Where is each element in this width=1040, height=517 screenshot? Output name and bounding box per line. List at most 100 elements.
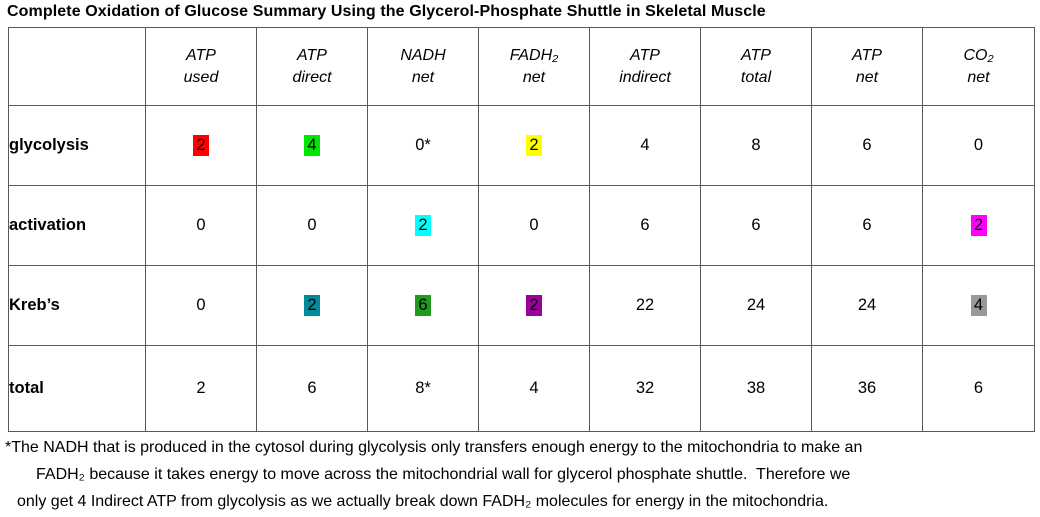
highlighted-value: 4 bbox=[304, 135, 320, 156]
highlighted-value: 2 bbox=[304, 295, 320, 316]
cell-value: 6 bbox=[973, 379, 984, 397]
header-line: NADH bbox=[400, 46, 446, 64]
cell-krebs-nadh-net: 6 bbox=[367, 265, 479, 346]
cell-value: 36 bbox=[857, 379, 877, 397]
highlighted-value: 4 bbox=[970, 295, 987, 316]
cell-value: 22 bbox=[635, 296, 655, 314]
footnote-line-2: FADH₂ because it takes energy to move ac… bbox=[36, 466, 851, 483]
header-line: ATP bbox=[630, 46, 660, 64]
header-line: ATP bbox=[297, 46, 327, 64]
cell-value: 24 bbox=[857, 296, 877, 314]
cell-glycolysis-nadh-net: 0* bbox=[367, 105, 479, 186]
cell-total-atp-indirect: 32 bbox=[589, 345, 701, 432]
cell-krebs-atp-direct: 2 bbox=[256, 265, 368, 346]
row-label-total: total bbox=[8, 345, 146, 432]
header-line: net bbox=[855, 68, 879, 86]
cell-value: 24 bbox=[746, 296, 766, 314]
row-label-activation: activation bbox=[8, 185, 146, 266]
header-line: FADH₂ bbox=[509, 46, 559, 64]
highlighted-value: 2 bbox=[193, 135, 209, 156]
cell-activation-atp-net: 6 bbox=[811, 185, 923, 266]
glucose-oxidation-summary-table: ATP used ATP direct NADH net FADH₂ net A… bbox=[8, 27, 1035, 432]
cell-total-nadh-net: 8* bbox=[367, 345, 479, 432]
header-line: net bbox=[967, 68, 990, 86]
cell-total-atp-total: 38 bbox=[700, 345, 812, 432]
cell-value: 6 bbox=[751, 216, 761, 234]
cell-activation-nadh-net: 2 bbox=[367, 185, 479, 266]
row-label-glycolysis: glycolysis bbox=[8, 105, 146, 186]
cell-glycolysis-atp-total: 8 bbox=[700, 105, 812, 186]
cell-glycolysis-atp-direct: 4 bbox=[256, 105, 368, 186]
column-header-atp-indirect: ATP indirect bbox=[589, 27, 701, 106]
cell-krebs-atp-net: 24 bbox=[811, 265, 923, 346]
document-title: Complete Oxidation of Glucose Summary Us… bbox=[7, 3, 766, 20]
column-header-atp-direct: ATP direct bbox=[256, 27, 368, 106]
column-header-atp-used: ATP used bbox=[145, 27, 257, 106]
cell-value: 0 bbox=[196, 296, 206, 314]
cell-value: 0 bbox=[529, 216, 539, 234]
cell-value: 2 bbox=[196, 379, 206, 397]
table-row-total: total 2 6 8* 4 32 38 36 6 bbox=[8, 345, 1035, 432]
highlighted-value: 6 bbox=[415, 295, 431, 316]
cell-krebs-atp-total: 24 bbox=[700, 265, 812, 346]
header-line: net bbox=[522, 68, 546, 86]
cell-activation-atp-used: 0 bbox=[145, 185, 257, 266]
column-header-co2-net: CO₂ net bbox=[922, 27, 1035, 106]
header-line: ATP bbox=[852, 46, 882, 64]
cell-total-atp-net: 36 bbox=[811, 345, 923, 432]
table-row-krebs: Kreb’s 0 2 6 2 22 24 24 4 bbox=[8, 265, 1035, 346]
header-line: used bbox=[183, 68, 219, 86]
cell-value: 32 bbox=[635, 379, 655, 397]
column-header-atp-net: ATP net bbox=[811, 27, 923, 106]
header-line: ATP bbox=[741, 46, 771, 64]
header-line: total bbox=[740, 68, 772, 86]
cell-value: 6 bbox=[307, 379, 317, 397]
highlighted-value: 2 bbox=[970, 215, 987, 236]
header-line: indirect bbox=[619, 68, 671, 86]
cell-value: 6 bbox=[862, 216, 872, 234]
cell-glycolysis-fadh2-net: 2 bbox=[478, 105, 590, 186]
cell-krebs-atp-indirect: 22 bbox=[589, 265, 701, 346]
cell-glycolysis-co2-net: 0 bbox=[922, 105, 1035, 186]
cell-value: 0 bbox=[973, 136, 984, 154]
cell-krebs-atp-used: 0 bbox=[145, 265, 257, 346]
highlighted-value: 2 bbox=[415, 215, 431, 236]
cell-activation-atp-total: 6 bbox=[700, 185, 812, 266]
cell-value: 8 bbox=[751, 136, 761, 154]
column-header-nadh-net: NADH net bbox=[367, 27, 479, 106]
cell-value: 8* bbox=[415, 379, 431, 397]
footnote-line-1: *The NADH that is produced in the cytoso… bbox=[5, 439, 863, 456]
cell-value: 4 bbox=[640, 136, 650, 154]
cell-krebs-co2-net: 4 bbox=[922, 265, 1035, 346]
column-header-fadh2-net: FADH₂ net bbox=[478, 27, 590, 106]
header-row: ATP used ATP direct NADH net FADH₂ net A… bbox=[8, 27, 1035, 106]
cell-glycolysis-atp-net: 6 bbox=[811, 105, 923, 186]
footnote: *The NADH that is produced in the cytoso… bbox=[5, 434, 862, 515]
cell-total-atp-used: 2 bbox=[145, 345, 257, 432]
cell-value: 0* bbox=[415, 136, 431, 154]
cell-total-co2-net: 6 bbox=[922, 345, 1035, 432]
cell-value: 0 bbox=[196, 216, 206, 234]
header-line: ATP bbox=[186, 46, 216, 64]
column-header-atp-total: ATP total bbox=[700, 27, 812, 106]
header-line: CO₂ bbox=[963, 46, 994, 64]
cell-activation-fadh2-net: 0 bbox=[478, 185, 590, 266]
cell-value: 0 bbox=[307, 216, 317, 234]
table-row-activation: activation 0 0 2 0 6 6 6 2 bbox=[8, 185, 1035, 266]
cell-activation-atp-indirect: 6 bbox=[589, 185, 701, 266]
cell-total-fadh2-net: 4 bbox=[478, 345, 590, 432]
cell-glycolysis-atp-indirect: 4 bbox=[589, 105, 701, 186]
header-line: direct bbox=[292, 68, 332, 86]
cell-total-atp-direct: 6 bbox=[256, 345, 368, 432]
highlighted-value: 2 bbox=[526, 135, 542, 156]
cell-value: 6 bbox=[862, 136, 872, 154]
cell-krebs-fadh2-net: 2 bbox=[478, 265, 590, 346]
row-label-krebs: Kreb’s bbox=[8, 265, 146, 346]
table-row-glycolysis: glycolysis 2 4 0* 2 4 8 6 0 bbox=[8, 105, 1035, 186]
corner-cell bbox=[8, 27, 146, 106]
cell-value: 4 bbox=[529, 379, 539, 397]
cell-activation-co2-net: 2 bbox=[922, 185, 1035, 266]
header-line: net bbox=[411, 68, 435, 86]
footnote-line-3: only get 4 Indirect ATP from glycolysis … bbox=[17, 493, 829, 510]
